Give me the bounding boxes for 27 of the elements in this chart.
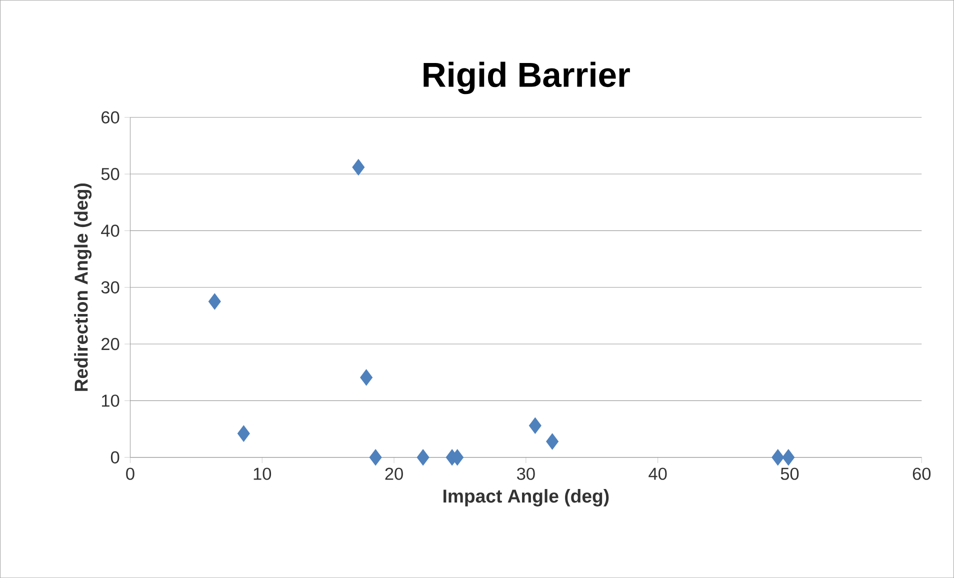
point — [772, 449, 784, 466]
point — [352, 158, 365, 176]
chart-title: Rigid Barrier — [424, 62, 630, 94]
x-tick-label: 60 — [912, 468, 931, 480]
y-tick-label: 40 — [101, 224, 120, 237]
y-tick-label: 50 — [101, 168, 120, 180]
x-axis-title: Impact Angle (deg) — [444, 488, 609, 506]
x-tick-label: 50 — [780, 468, 799, 480]
y-tick-label: 30 — [101, 281, 120, 294]
point — [208, 293, 221, 310]
point — [528, 417, 542, 434]
y-tick-label: 60 — [102, 111, 120, 124]
y-tick-label: 20 — [102, 338, 120, 350]
x-tick-label: 20 — [385, 468, 403, 480]
point — [360, 369, 373, 386]
point — [369, 449, 382, 466]
y-axis-title: Redirection Angle (deg) — [74, 183, 92, 391]
x-tick-label: 40 — [648, 468, 667, 480]
point — [416, 449, 430, 466]
point — [546, 433, 559, 450]
y-tick-label: 0 — [110, 451, 120, 464]
point — [782, 449, 795, 466]
x-tick-label: 10 — [254, 468, 272, 480]
point — [237, 425, 250, 442]
y-tick-label: 10 — [102, 394, 120, 407]
x-tick-label: 30 — [516, 468, 535, 480]
x-tick-label: 0 — [126, 468, 134, 480]
